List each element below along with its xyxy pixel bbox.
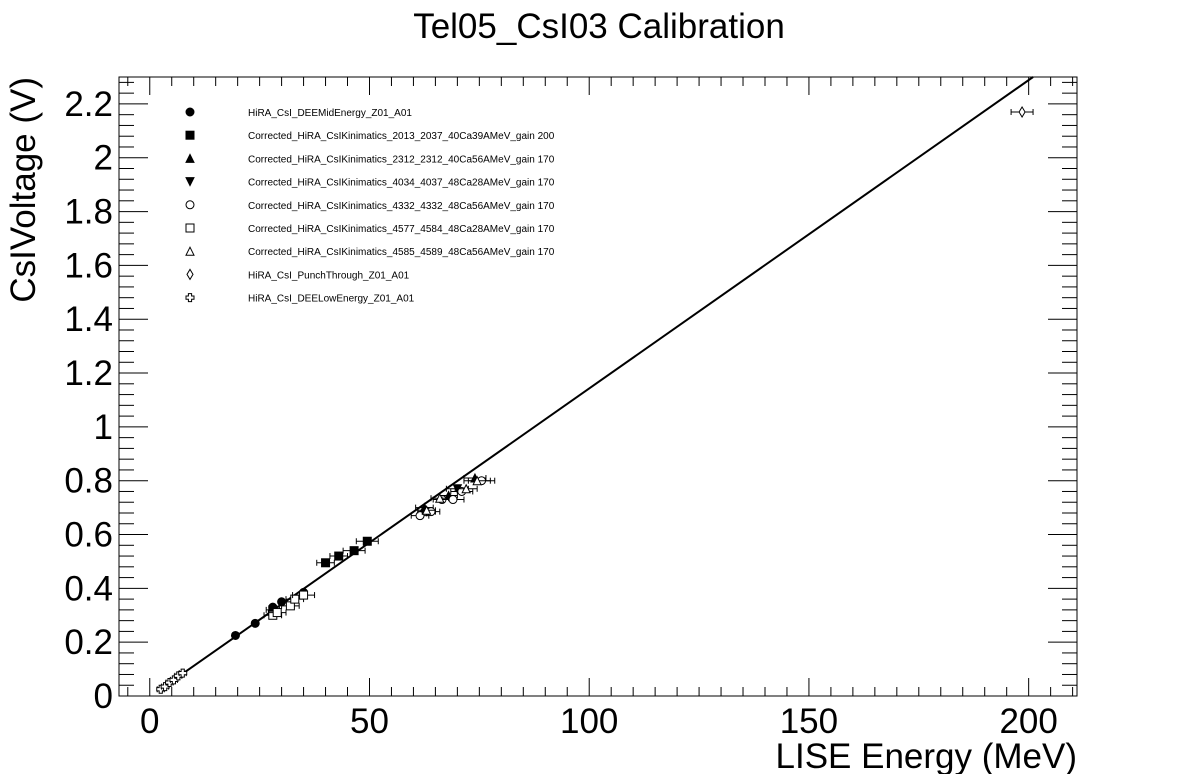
data-point: [299, 590, 309, 600]
data-point: [160, 682, 170, 692]
x-tick-label: 200: [999, 702, 1057, 741]
x-tick-label: 0: [140, 702, 159, 741]
legend-label: Corrected_HiRA_CsIKinimatics_4034_4037_4…: [248, 178, 555, 189]
legend-marker: [185, 130, 195, 140]
y-tick-label: 1.4: [64, 300, 113, 339]
legend-marker: [185, 246, 195, 256]
data-point: [272, 608, 282, 618]
data-point: [230, 630, 240, 640]
y-tick-label: 1.8: [64, 193, 113, 232]
data-point: [434, 493, 445, 503]
x-tick-label: 50: [350, 702, 389, 741]
y-tick-label: 1: [94, 408, 113, 447]
legend-marker: [185, 293, 195, 303]
legend-marker: [185, 107, 195, 117]
legend-label: Corrected_HiRA_CsIKinimatics_4332_4332_4…: [248, 201, 555, 212]
legend-marker: [185, 153, 195, 163]
y-axis: 0 0.2 0.4 0.6 0.8 1 1.2 1.4 1.6 1.8 2 2.2: [64, 81, 1077, 716]
x-axis-label: LISE Energy (MeV): [776, 737, 1078, 774]
y-tick-label: 1.2: [64, 354, 113, 393]
x-tick-label: 100: [560, 702, 618, 741]
legend-label: Corrected_HiRA_CsIKinimatics_4585_4589_4…: [248, 247, 555, 258]
y-tick-label: 0.2: [64, 623, 113, 662]
data-point: [448, 495, 458, 505]
data-point: [178, 668, 188, 678]
chart-title: Tel05_CsI03 Calibration: [413, 7, 785, 46]
legend-label: HiRA_CsI_DEEMidEnergy_Z01_A01: [248, 108, 412, 119]
data-point: [461, 483, 471, 494]
legend-label: Corrected_HiRA_CsIKinimatics_4577_4584_4…: [248, 224, 555, 235]
data-point: [334, 551, 344, 561]
data-point: [349, 546, 359, 556]
y-tick-label: 0.6: [64, 516, 113, 555]
legend-marker: [186, 268, 194, 281]
y-tick-label: 0.4: [64, 569, 113, 608]
legend-marker: [185, 200, 195, 210]
legend: HiRA_CsI_DEEMidEnergy_Z01_A01 Corrected_H…: [185, 107, 555, 305]
data-point: [321, 558, 331, 568]
plot-frame: [118, 76, 1078, 697]
data-point: [1018, 106, 1026, 118]
data-point: [169, 675, 179, 685]
legend-label: HiRA_CsI_PunchThrough_Z01_A01: [248, 270, 410, 281]
legend-label: Corrected_HiRA_CsIKinimatics_2013_2037_4…: [248, 131, 555, 142]
x-tick-label: 150: [780, 702, 838, 741]
y-axis-label: CsIVoltage (V): [4, 77, 43, 303]
legend-marker: [185, 223, 195, 233]
data-point: [250, 618, 260, 628]
legend-marker: [185, 177, 195, 187]
y-tick-label: 2.2: [64, 85, 113, 124]
data-points-layer: [156, 106, 1034, 694]
y-tick-label: 1.6: [64, 246, 113, 285]
legend-label: Corrected_HiRA_CsIKinimatics_2312_2312_4…: [248, 154, 555, 165]
legend-label: HiRA_CsI_DEELowEnergy_Z01_A01: [248, 294, 415, 305]
data-point: [362, 536, 372, 546]
data-point: [290, 594, 300, 604]
y-tick-label: 2: [94, 139, 113, 178]
y-tick-label: 0: [94, 677, 113, 716]
x-axis: 0 50 100 150 200: [127, 77, 1074, 741]
data-point: [421, 505, 432, 515]
y-tick-label: 0.8: [64, 462, 113, 501]
data-point: [472, 475, 482, 486]
